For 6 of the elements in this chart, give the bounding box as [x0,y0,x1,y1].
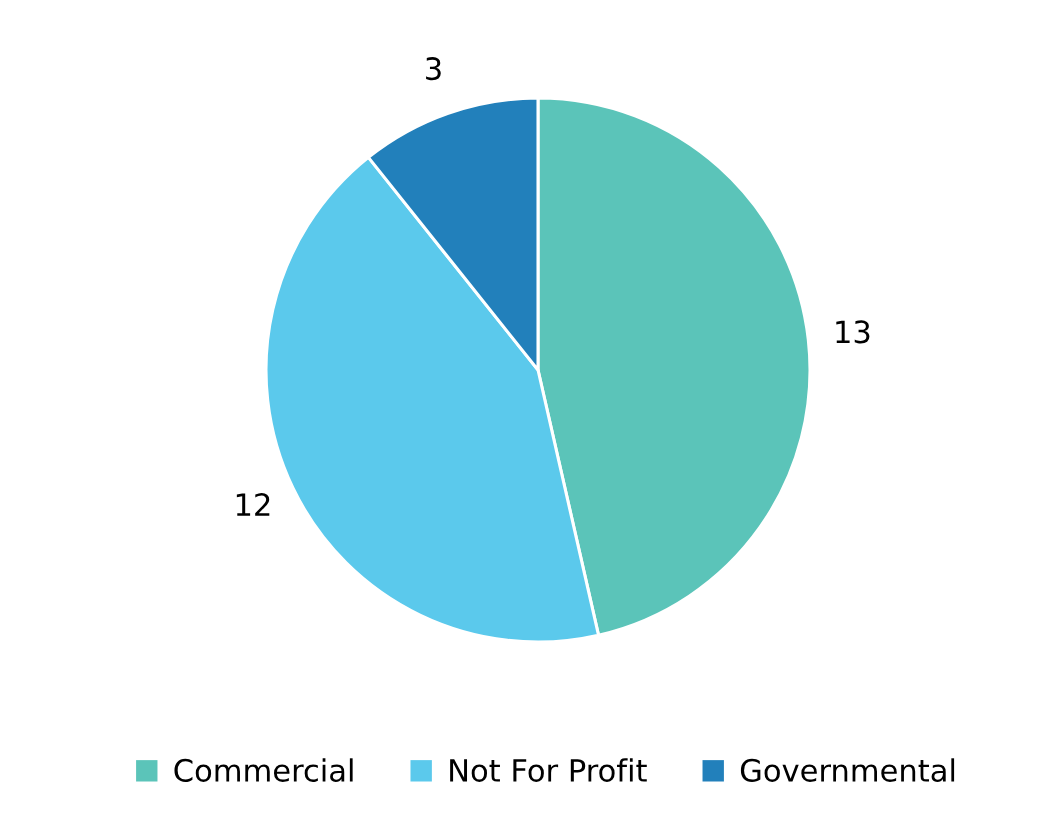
legend-label: Not For Profit [450,758,647,782]
legend-label: Governmental [740,758,955,782]
data-label: 3 [426,57,441,81]
data-label: 13 [836,320,870,344]
data-label: 12 [236,493,270,516]
legend-label: Commercial [174,758,353,782]
